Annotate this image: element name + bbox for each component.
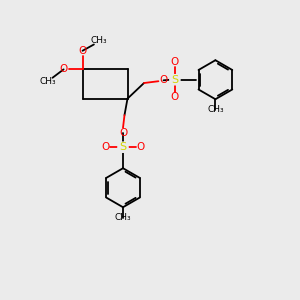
Circle shape [118,142,128,152]
Text: O: O [171,92,179,102]
Text: CH₃: CH₃ [207,105,224,114]
Text: CH₃: CH₃ [91,36,107,45]
Text: O: O [171,57,179,67]
Text: CH₃: CH₃ [115,213,131,222]
Text: O: O [59,64,68,74]
Text: O: O [78,46,87,56]
Text: O: O [159,75,168,85]
Circle shape [170,75,180,85]
Text: O: O [119,128,127,138]
Text: S: S [171,75,178,85]
Text: O: O [101,142,110,152]
Text: O: O [136,142,145,152]
Text: CH₃: CH₃ [39,77,56,86]
Text: S: S [119,142,127,152]
